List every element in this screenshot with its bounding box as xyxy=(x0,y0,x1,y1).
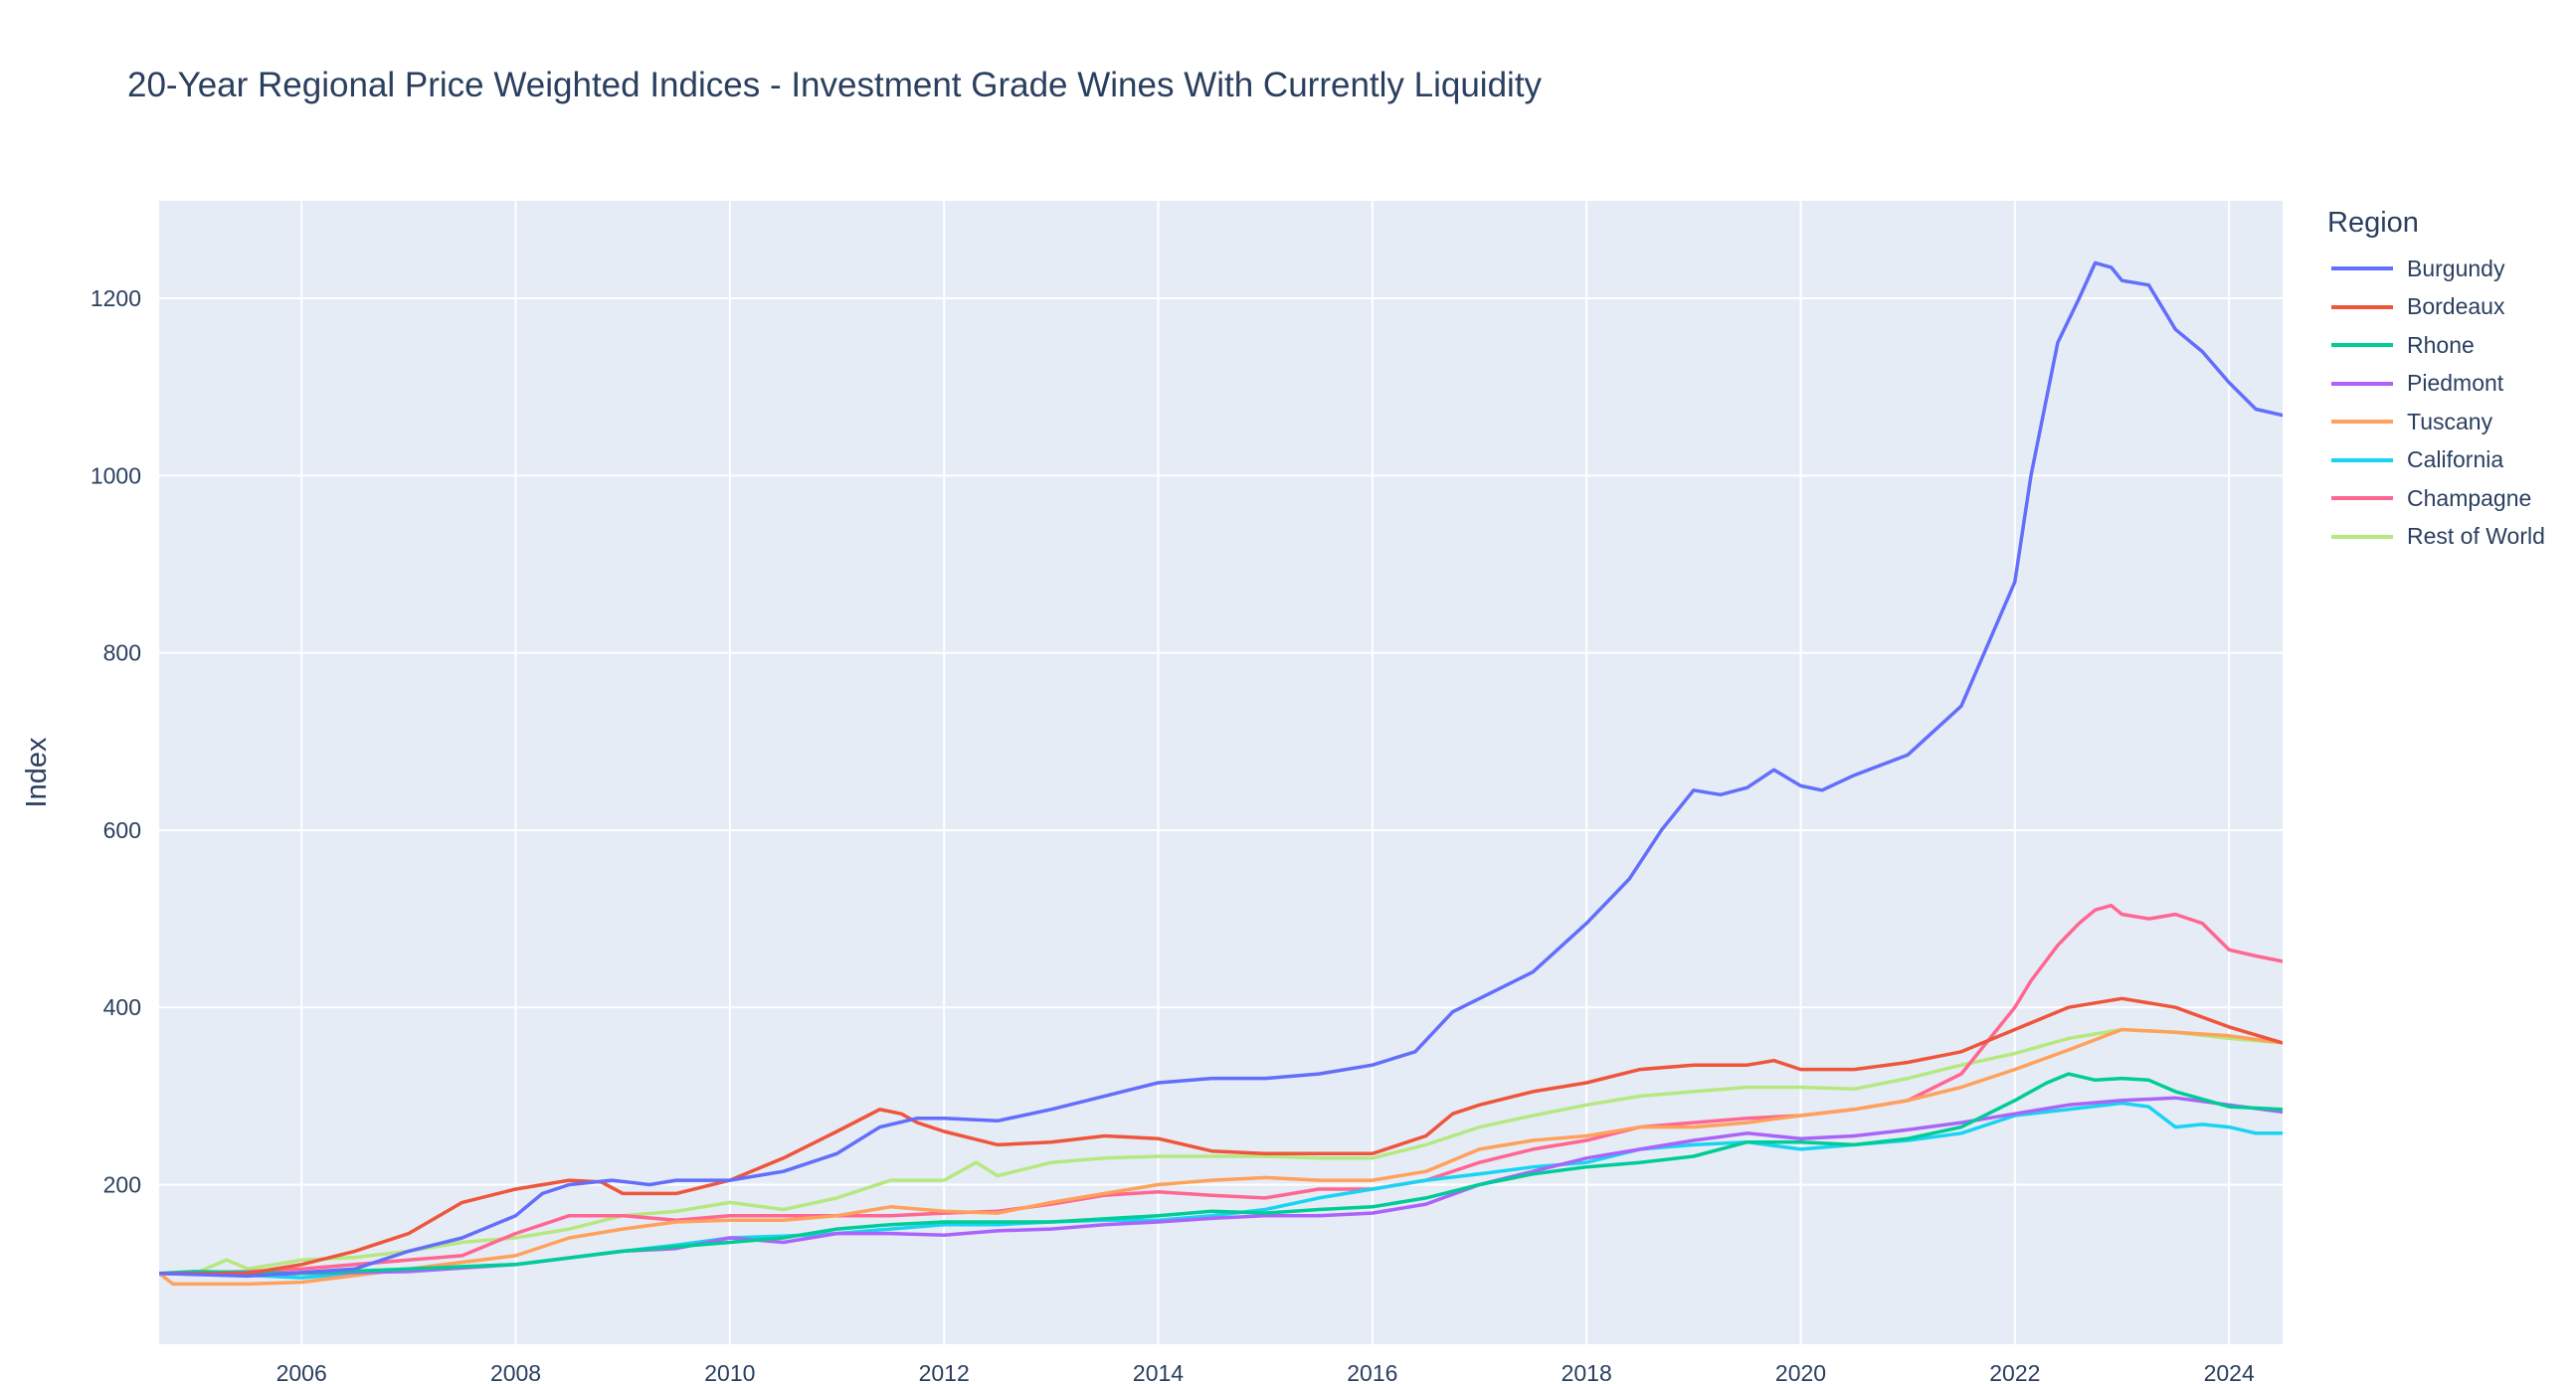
legend-label: Tuscany xyxy=(2407,408,2493,434)
legend-swatch xyxy=(2331,343,2393,348)
series-line-burgundy xyxy=(159,260,2283,1279)
x-tick-label: 2020 xyxy=(1775,1360,1826,1384)
legend-label: Burgundy xyxy=(2407,255,2505,281)
series-line-rhone xyxy=(159,1072,2283,1276)
y-tick-label: 400 xyxy=(103,994,141,1020)
legend-swatch xyxy=(2331,534,2393,539)
plot-area xyxy=(159,201,2283,1344)
legend-label: Rhone xyxy=(2407,331,2475,358)
legend-item-california[interactable]: California xyxy=(2327,441,2545,480)
legend-label: Piedmont xyxy=(2407,370,2504,397)
legend-item-champagne[interactable]: Champagne xyxy=(2327,479,2545,518)
legend-item-bordeaux[interactable]: Bordeaux xyxy=(2327,288,2545,327)
legend-label: Bordeaux xyxy=(2407,293,2505,320)
x-tick-label: 2008 xyxy=(490,1360,541,1384)
legend-swatch xyxy=(2331,266,2393,271)
legend-item-tuscany[interactable]: Tuscany xyxy=(2327,403,2545,441)
y-tick-label: 200 xyxy=(103,1172,141,1198)
x-tick-label: 2024 xyxy=(2204,1360,2255,1384)
chart-title: 20-Year Regional Price Weighted Indices … xyxy=(127,66,1543,104)
x-tick-label: 2012 xyxy=(919,1360,970,1384)
x-tick-label: 2010 xyxy=(704,1360,755,1384)
series-line-bordeaux xyxy=(159,996,2283,1276)
x-tick-label: 2018 xyxy=(1562,1360,1612,1384)
series-line-rest-of-world xyxy=(159,1027,2283,1276)
legend-label: Champagne xyxy=(2407,484,2532,511)
legend-item-rhone[interactable]: Rhone xyxy=(2327,326,2545,365)
legend-swatch xyxy=(2331,420,2393,425)
x-tick-label: 2014 xyxy=(1133,1360,1184,1384)
y-tick-label: 800 xyxy=(103,640,141,666)
legend-title: Region xyxy=(2327,207,2419,239)
series-line-tuscany xyxy=(159,1027,2283,1287)
legend-swatch xyxy=(2331,457,2393,462)
legend-swatch xyxy=(2331,304,2393,309)
legend-swatch xyxy=(2331,381,2393,386)
legend-label: California xyxy=(2407,446,2504,473)
legend-label: Rest of World xyxy=(2407,523,2545,550)
legend-item-burgundy[interactable]: Burgundy xyxy=(2327,250,2545,288)
legend-item-piedmont[interactable]: Piedmont xyxy=(2327,365,2545,404)
y-axis-title: Index xyxy=(21,737,53,807)
y-tick-label: 1200 xyxy=(91,285,141,311)
y-tick-label: 1000 xyxy=(91,462,141,488)
legend-item-rest-of-world[interactable]: Rest of World xyxy=(2327,518,2545,557)
legend-swatch xyxy=(2331,496,2393,501)
x-tick-label: 2006 xyxy=(276,1360,327,1384)
series-group xyxy=(159,260,2283,1287)
legend: Region Burgundy Bordeaux Rhone Piedmont Tusc… xyxy=(2327,207,2545,556)
x-tick-label: 2016 xyxy=(1347,1360,1397,1384)
x-tick-label: 2022 xyxy=(1989,1360,2040,1384)
y-tick-label: 600 xyxy=(103,817,141,843)
